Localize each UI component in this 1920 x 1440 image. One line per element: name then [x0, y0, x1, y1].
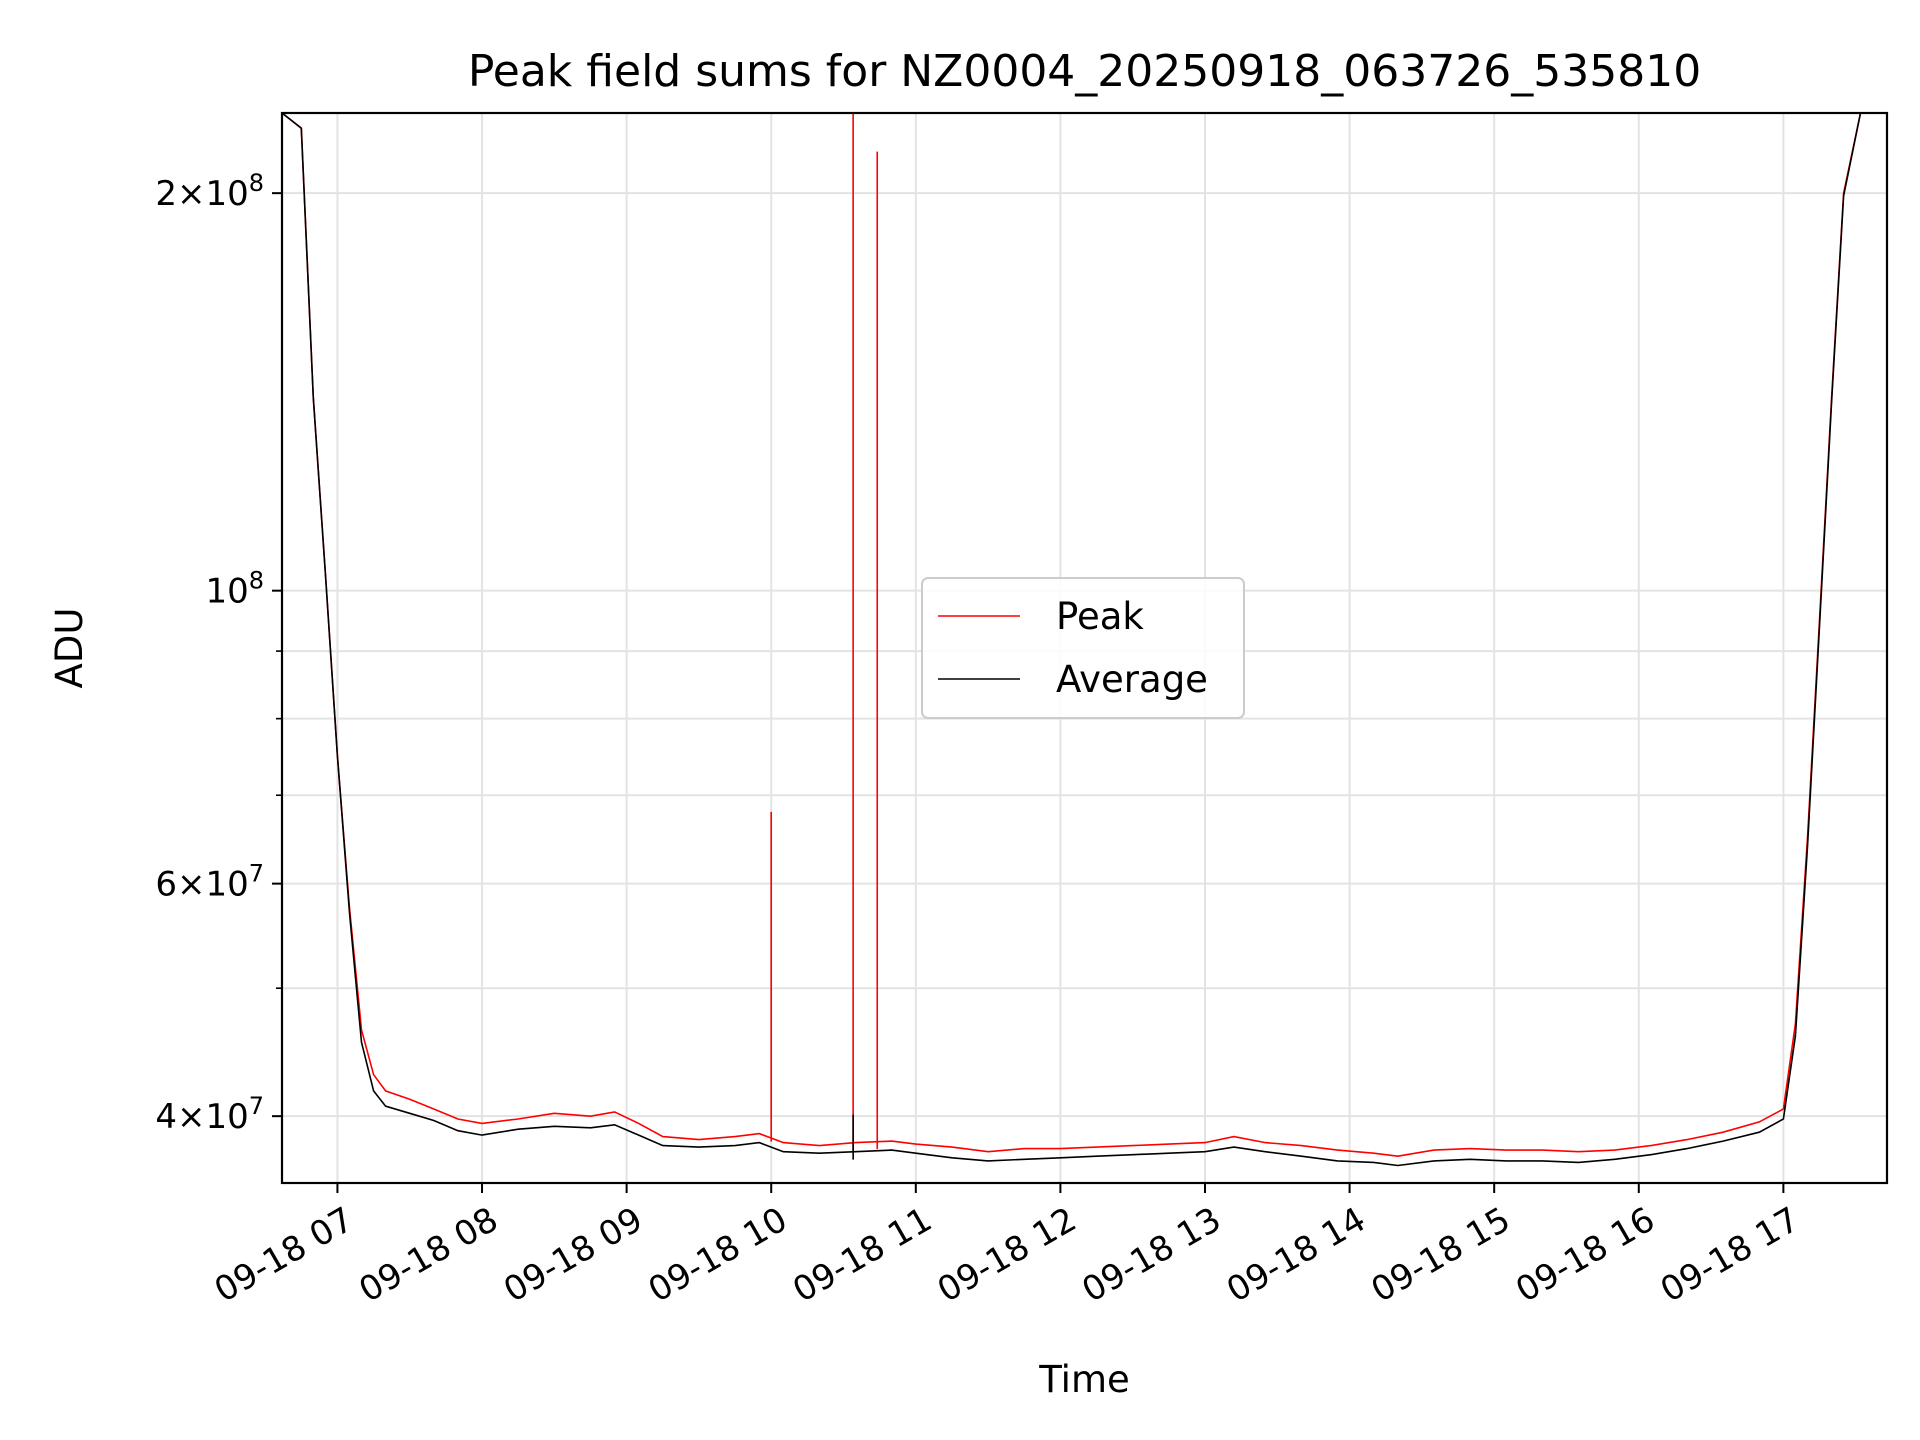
- series-lines: [282, 113, 1887, 1167]
- y-tick-label: 6×107: [155, 860, 264, 905]
- x-tick-label: 09-18 15: [1365, 1200, 1517, 1311]
- legend-label-average: Average: [1056, 658, 1208, 701]
- plot-frame: [280, 111, 1889, 1185]
- chart-title: Peak field sums for NZ0004_20250918_0637…: [468, 46, 1701, 97]
- y-tick-label: 108: [205, 567, 264, 612]
- y-tick-label: 2×108: [155, 169, 264, 214]
- x-tick-label: 09-18 14: [1220, 1200, 1372, 1311]
- x-tick-label: 09-18 07: [208, 1200, 360, 1311]
- y-axis-label: ADU: [48, 608, 91, 689]
- x-tick-label: 09-18 13: [1076, 1200, 1228, 1311]
- legend-label-peak: Peak: [1056, 595, 1144, 638]
- x-tick-label: 09-18 11: [786, 1200, 938, 1311]
- y-tick-label: 4×107: [155, 1092, 264, 1137]
- x-tick-label: 09-18 16: [1509, 1200, 1661, 1311]
- x-tick-label: 09-18 17: [1654, 1200, 1806, 1311]
- series-line-average: [282, 113, 1887, 1167]
- x-tick-label: 09-18 10: [642, 1200, 794, 1311]
- x-axis-label: Time: [1038, 1358, 1130, 1401]
- x-tick-label: 09-18 12: [931, 1200, 1083, 1311]
- x-tick-label: 09-18 08: [353, 1200, 505, 1311]
- legend: Peak Average: [921, 577, 1245, 719]
- series-line-peak: [282, 113, 1887, 1158]
- x-tick-label: 09-18 09: [497, 1200, 649, 1311]
- legend-box: [921, 577, 1245, 719]
